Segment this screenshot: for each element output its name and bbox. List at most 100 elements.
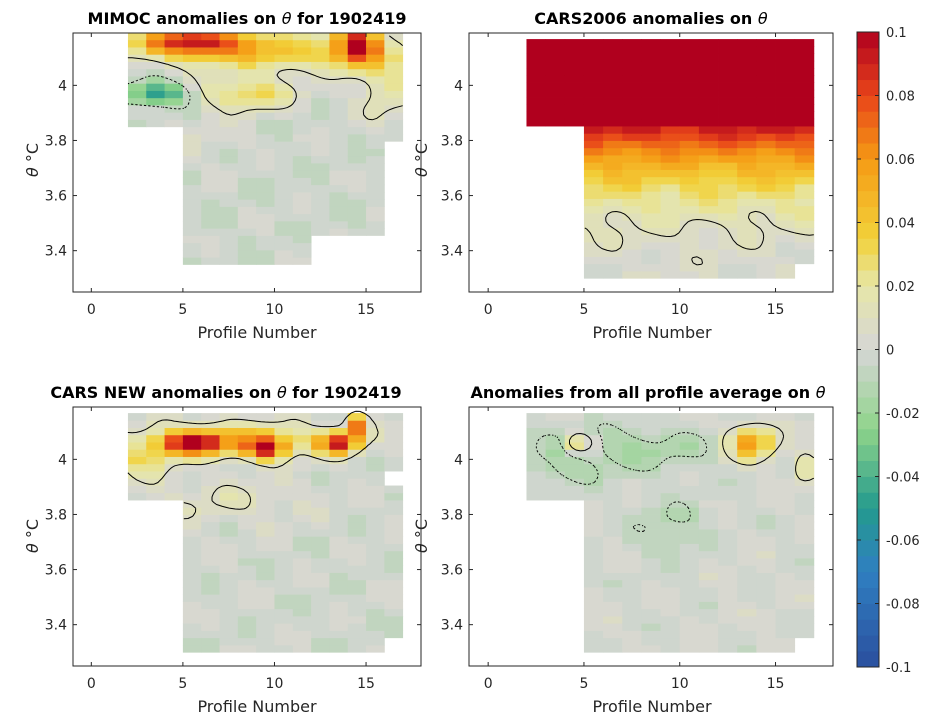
heatmap-cell: [329, 105, 349, 113]
heatmap-cell: [794, 565, 815, 573]
heatmap-cell: [737, 507, 757, 515]
heatmap-cell: [201, 594, 220, 602]
heatmap-cell: [737, 191, 757, 199]
heatmap-cell: [641, 471, 661, 479]
heatmap-cell: [679, 97, 700, 105]
heatmap-cell: [737, 644, 757, 653]
heatmap-cell: [329, 579, 349, 588]
heatmap-cell: [237, 191, 257, 200]
x-tick-label: 15: [357, 302, 375, 318]
heatmap-cell: [256, 536, 275, 544]
y-tick-label: 3.6: [441, 189, 463, 205]
heatmap-cell: [237, 420, 257, 428]
heatmap-cell: [311, 420, 330, 428]
heatmap-cell: [366, 126, 385, 135]
heatmap-cell: [311, 492, 330, 501]
heatmap-cell: [679, 227, 700, 236]
heatmap-cell: [347, 119, 367, 128]
heatmap-cell: [583, 637, 604, 646]
heatmap-cell: [718, 234, 738, 243]
heatmap-cell: [583, 485, 604, 494]
heatmap-cell: [182, 594, 202, 602]
heatmap-cell: [583, 53, 604, 62]
colorbar-tick-label: -0.1: [886, 661, 911, 676]
axes-frame: [468, 32, 834, 293]
heatmap-cell: [718, 500, 738, 508]
heatmap-cell: [679, 500, 700, 508]
heatmap-cell: [756, 169, 776, 178]
heatmap-cell: [603, 514, 623, 523]
colorbar-band: [857, 571, 879, 589]
heatmap-cell: [256, 61, 275, 70]
heatmap-cell: [794, 234, 815, 243]
heatmap-cell: [737, 623, 757, 631]
heatmap-cell: [347, 54, 367, 62]
heatmap-cell: [603, 543, 623, 552]
heatmap-cell: [583, 104, 604, 112]
heatmap-cell: [274, 191, 294, 200]
heatmap-cell: [274, 134, 294, 142]
heatmap-cell: [292, 420, 312, 428]
heatmap-cell: [256, 177, 275, 186]
heatmap-cell: [384, 47, 404, 55]
heatmap-cell: [164, 68, 184, 77]
heatmap-cell: [384, 485, 404, 494]
heatmap-cell: [201, 615, 220, 624]
heatmap-cell: [366, 529, 385, 537]
heatmap-cell: [237, 235, 257, 244]
heatmap-cell: [256, 601, 275, 610]
heatmap-cell: [622, 565, 642, 573]
heatmap-cell: [127, 112, 147, 120]
heatmap-cell: [201, 76, 220, 84]
heatmap-cell: [794, 184, 815, 192]
heatmap-cell: [256, 420, 275, 428]
heatmap-cell: [256, 587, 275, 595]
heatmap-cell: [583, 220, 604, 228]
heatmap-cell: [347, 413, 367, 421]
heatmap-cell: [622, 615, 642, 624]
heatmap-cell: [182, 177, 202, 186]
colorbar-band: [857, 111, 879, 128]
heatmap-cell: [347, 572, 367, 581]
heatmap-cell: [182, 134, 202, 142]
heatmap-cell: [641, 126, 661, 134]
heatmap-cell: [794, 133, 815, 141]
heatmap-cell: [660, 565, 681, 573]
heatmap-cell: [775, 558, 796, 566]
heatmap-cell: [660, 126, 681, 134]
heatmap-cell: [583, 579, 604, 588]
x-tick-label: 0: [484, 676, 493, 692]
heatmap-cell: [641, 68, 661, 76]
heatmap-cell: [679, 536, 700, 544]
heatmap-cell: [274, 213, 294, 222]
heatmap-cell: [311, 529, 330, 537]
heatmap-cell: [366, 521, 385, 530]
heatmap-cell: [660, 89, 681, 98]
heatmap-cell: [256, 112, 275, 120]
heatmap-cell: [347, 608, 367, 617]
colorbar-band: [857, 159, 879, 176]
heatmap-cell: [622, 198, 642, 207]
heatmap-cell: [756, 587, 776, 595]
heatmap-cell: [641, 514, 661, 523]
heatmap-cell: [622, 68, 642, 76]
heatmap-cell: [366, 558, 385, 566]
heatmap-cell: [718, 471, 738, 479]
heatmap-cell: [219, 543, 239, 552]
heatmap-cell: [622, 133, 642, 141]
heatmap-cell: [182, 148, 202, 157]
heatmap-cell: [718, 485, 738, 494]
heatmap-cell: [622, 118, 642, 127]
heatmap-cell: [737, 615, 757, 624]
heatmap-cell: [292, 32, 312, 41]
heatmap-cell: [292, 155, 312, 164]
heatmap-cell: [366, 500, 385, 508]
heatmap-cell: [660, 198, 681, 207]
heatmap-cell: [366, 550, 385, 559]
heatmap-cell: [679, 594, 700, 602]
heatmap-cell: [622, 514, 642, 523]
heatmap-cell: [583, 608, 604, 617]
colorbar-band: [857, 95, 879, 112]
heatmap-cell: [182, 242, 202, 251]
heatmap-cell: [292, 141, 312, 149]
